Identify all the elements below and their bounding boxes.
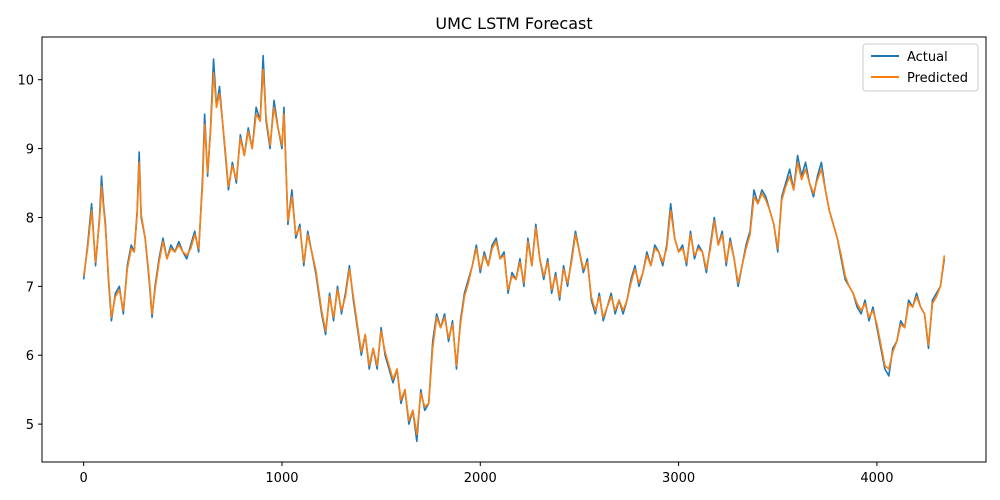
y-tick-label: 6 bbox=[26, 349, 34, 364]
plot-frame bbox=[41, 36, 987, 463]
series-layer bbox=[82, 54, 946, 443]
legend-label-predicted: Predicted bbox=[907, 71, 968, 86]
y-tick-label: 9 bbox=[26, 143, 34, 158]
y-tick-label: 7 bbox=[26, 280, 34, 295]
series-line-predicted bbox=[82, 68, 946, 436]
y-tick-label: 5 bbox=[26, 418, 34, 433]
x-tick-label: 3000 bbox=[662, 471, 695, 486]
y-axis: 5 6 7 8 9 10 bbox=[17, 74, 42, 433]
x-axis: 0 1000 2000 3000 4000 bbox=[80, 462, 893, 486]
chart-title: UMC LSTM Forecast bbox=[435, 14, 592, 33]
x-tick-label: 1000 bbox=[265, 471, 298, 486]
x-tick-label: 4000 bbox=[860, 471, 893, 486]
legend: Actual Predicted bbox=[862, 43, 979, 92]
y-tick-label: 10 bbox=[17, 74, 34, 89]
x-tick-label: 2000 bbox=[464, 471, 497, 486]
legend-label-actual: Actual bbox=[907, 50, 948, 65]
x-tick-label: 0 bbox=[80, 471, 88, 486]
y-tick-label: 8 bbox=[26, 211, 34, 226]
